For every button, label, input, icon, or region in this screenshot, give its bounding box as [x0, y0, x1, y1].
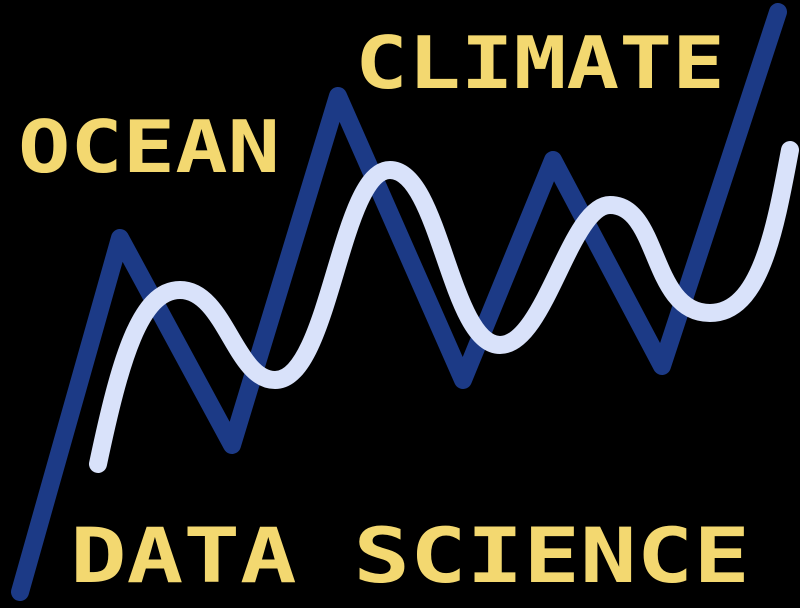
word-ocean: OCEAN — [18, 105, 280, 189]
word-data-science: DATA SCIENCE — [70, 511, 750, 600]
word-climate: CLIMATE — [355, 21, 725, 105]
light-wave-line — [89, 141, 799, 473]
dark-zigzag-line — [11, 3, 787, 601]
